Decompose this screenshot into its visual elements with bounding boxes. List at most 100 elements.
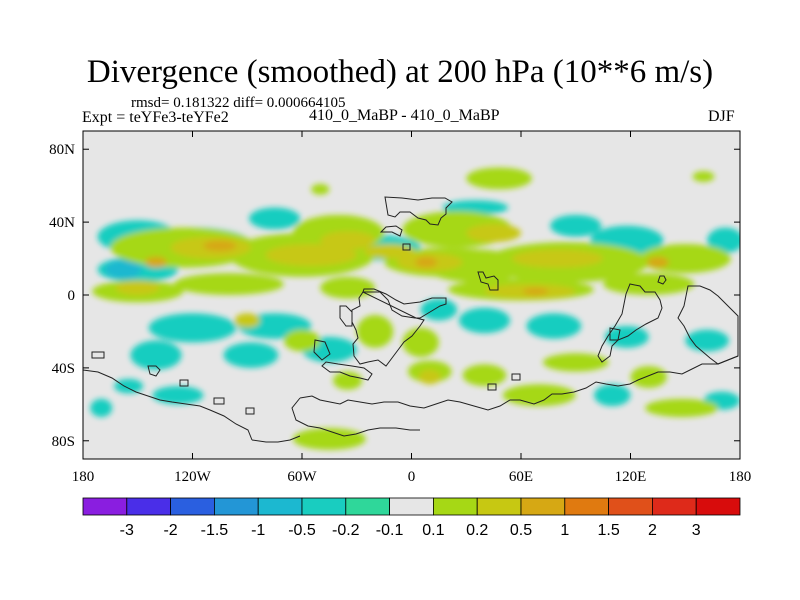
colorbar-swatch (476, 497, 522, 516)
field-region (415, 256, 438, 268)
colorbar-swatch (652, 497, 697, 516)
field-region (466, 223, 521, 243)
colorbar-swatch (608, 497, 653, 516)
field-region (420, 298, 458, 321)
coastline-segment (91, 351, 105, 359)
field-region (320, 231, 375, 250)
divergence-field (90, 167, 740, 450)
field-region (203, 240, 237, 252)
field-region (466, 167, 532, 190)
field-region (522, 287, 549, 295)
colorbar-label: -0.1 (376, 522, 404, 539)
coastline-segment (362, 288, 447, 319)
colorbar-label: -1 (251, 522, 265, 539)
colorbar-label: -1.5 (201, 522, 229, 539)
coastline-segment (83, 369, 253, 441)
field-region (542, 353, 609, 372)
field-region (333, 371, 363, 390)
colorbar-label: 2 (648, 522, 657, 539)
coastline-segment (179, 379, 189, 387)
coastline-segment (657, 275, 667, 285)
season-label: DJF (708, 108, 735, 125)
field-region (249, 207, 301, 230)
field-region (458, 307, 511, 334)
colorbar-swatch (170, 497, 215, 516)
colorbar-swatch (564, 497, 609, 516)
colorbar-label: -0.2 (332, 522, 360, 539)
y-tick-label: 40S (52, 361, 75, 377)
field-region (174, 273, 284, 296)
coastline-segment (321, 361, 373, 381)
field-region (364, 243, 416, 259)
colorbar-swatch (82, 497, 128, 516)
coastline-segment (384, 196, 453, 226)
field-region (502, 384, 576, 407)
x-tick-label: 120E (615, 469, 647, 485)
field-region (130, 340, 182, 370)
plot-area (83, 131, 740, 459)
plot-title: Divergence (smoothed) at 200 hPa (10**6 … (86, 54, 714, 90)
colorbar-label: 0.5 (510, 522, 532, 539)
colorbar-label: -0.5 (288, 522, 316, 539)
coastline-segment (477, 271, 499, 291)
colorbar: -3 -2 -1.5 -1 -0.5 -0.2 -0.1 0.1 0.2 0.5 1 1.5 2 3 (82, 497, 741, 539)
y-tick-label: 40N (49, 215, 75, 231)
field-region (603, 273, 695, 296)
stats-label: rmsd= 0.181322 diff= 0.000664105 (131, 95, 346, 111)
colorbar-label: -3 (120, 522, 134, 539)
coastline-segment (313, 339, 331, 361)
colorbar-swatch (301, 497, 347, 516)
colorbar-swatch (213, 497, 259, 516)
field-region (90, 398, 113, 418)
x-tick-label: 180 (729, 469, 752, 485)
colorbar-label: 1.5 (597, 522, 619, 539)
field-region (630, 366, 667, 388)
field-region (234, 313, 261, 328)
colorbar-label: 0.1 (422, 522, 444, 539)
field-region (645, 398, 719, 418)
colorbar-label: 1 (560, 522, 569, 539)
colorbar-label: -2 (163, 522, 177, 539)
coastline-segment (511, 373, 521, 381)
x-axis: 180 120W 60W 0 60E 120E 180 (72, 131, 752, 485)
field-region (356, 315, 394, 348)
field-region (550, 214, 602, 237)
field-region (418, 369, 441, 385)
colorbar-swatch (520, 497, 566, 516)
field-region (707, 227, 740, 254)
x-tick-label: 120W (174, 469, 212, 485)
coastline-segment (213, 397, 225, 405)
field-region (283, 329, 321, 352)
colorbar-swatch (389, 497, 434, 516)
y-axis: 80N 40N 0 40S 80S (49, 142, 740, 450)
coastline-segment (291, 397, 420, 437)
field-region (526, 313, 582, 339)
coastline-segment (402, 243, 411, 251)
colorbar-swatch (432, 497, 478, 516)
field-region (148, 313, 237, 343)
x-tick-label: 60W (287, 469, 317, 485)
coastline-segment (379, 225, 403, 237)
y-tick-label: 80S (52, 434, 75, 450)
field-region (115, 280, 160, 296)
field-region (104, 260, 142, 279)
coastline-segment (487, 383, 497, 391)
coastline-segment (597, 283, 663, 363)
coastline-segment (299, 355, 739, 411)
field-region (594, 384, 631, 407)
colorbar-swatch (126, 497, 172, 516)
x-tick-label: 180 (72, 469, 95, 485)
colorbar-swatch (695, 497, 741, 516)
coastline (83, 196, 739, 443)
field-region (462, 364, 507, 387)
colorbar-label: 3 (692, 522, 701, 539)
x-tick-label: 60E (509, 469, 533, 485)
coastline-segment (147, 365, 161, 377)
coastline-segment (251, 435, 301, 443)
coastline-segment (609, 327, 621, 341)
field-region (152, 386, 204, 405)
x-tick-label: 0 (408, 469, 416, 485)
field-region (320, 276, 375, 299)
experiment-label: Expt = teYFe3-teYFe2 (82, 109, 229, 126)
